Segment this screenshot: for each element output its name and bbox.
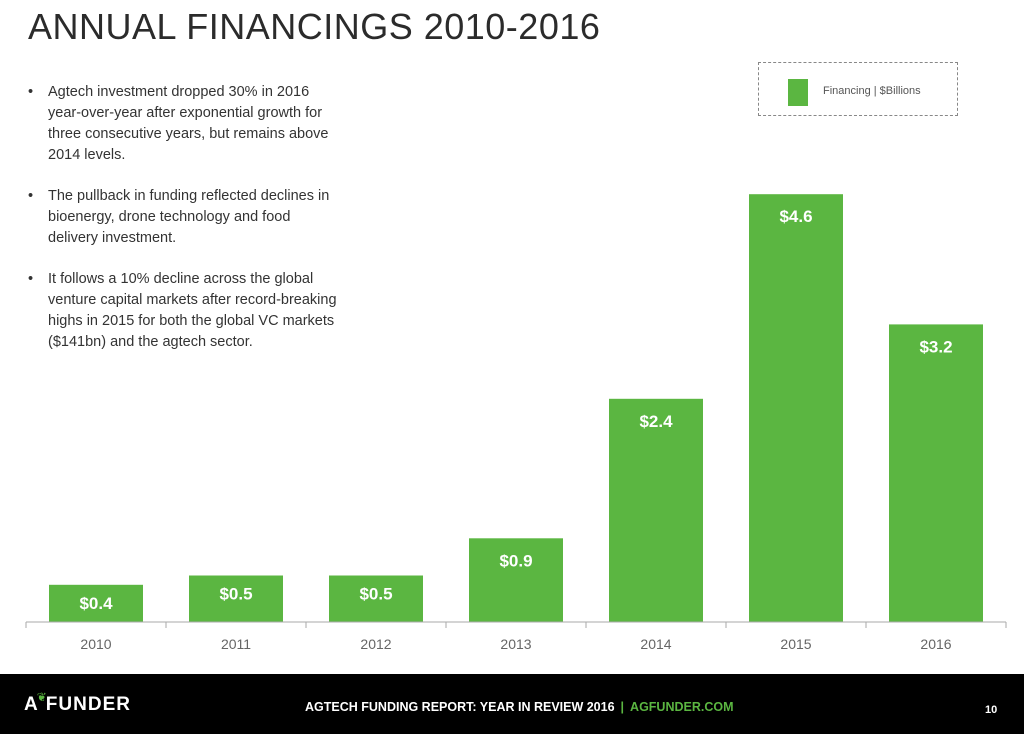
bullet-item: It follows a 10% decline across the glob…: [28, 269, 338, 353]
bar-2015: [749, 194, 843, 622]
report-title: AGTECH FUNDING REPORT: YEAR IN REVIEW 20…: [305, 700, 615, 714]
x-tick-2015: 2015: [780, 636, 811, 652]
bar-2010: [49, 584, 143, 622]
x-tick-2012: 2012: [360, 636, 391, 652]
data-label-2016: $3.2: [919, 337, 952, 356]
data-label-2013: $0.9: [499, 551, 532, 570]
bar-2013: [469, 538, 563, 622]
data-label-2010: $0.4: [79, 594, 113, 613]
footer-bar: A❦FUNDER AGTECH FUNDING REPORT: YEAR IN …: [0, 674, 1024, 734]
data-label-2015: $4.6: [779, 207, 812, 226]
bar-2014: [609, 398, 703, 622]
bullet-item: The pullback in funding reflected declin…: [28, 186, 338, 249]
legend-swatch: [788, 79, 808, 106]
bar-2016: [889, 324, 983, 622]
bullet-list: Agtech investment dropped 30% in 2016 ye…: [28, 82, 338, 373]
bullet-item: Agtech investment dropped 30% in 2016 ye…: [28, 82, 338, 166]
data-label-2012: $0.5: [359, 585, 392, 604]
chart-legend: Financing | $Billions: [758, 62, 958, 116]
legend-label: Financing | $Billions: [823, 85, 921, 97]
data-label-2014: $2.4: [639, 412, 673, 431]
x-tick-2010: 2010: [80, 636, 111, 652]
bar-2012: [329, 575, 423, 622]
data-label-2011: $0.5: [219, 585, 252, 604]
x-tick-2013: 2013: [500, 636, 531, 652]
page-title: ANNUAL FINANCINGS 2010-2016: [28, 6, 601, 47]
website-link[interactable]: AGFUNDER.COM: [630, 700, 734, 714]
x-tick-2014: 2014: [640, 636, 671, 652]
agfunder-logo: A❦FUNDER: [24, 690, 131, 715]
page-number: 10: [985, 704, 998, 716]
x-tick-2016: 2016: [920, 636, 951, 652]
footer-separator: |: [620, 700, 625, 714]
leaf-icon: ❦: [36, 690, 48, 704]
bar-2011: [189, 575, 283, 622]
bar-chart: $0.4 2010 $0.5 2011 $0.5 2012 $0.9 2013 $2.4 2014…: [25, 194, 1007, 652]
footer-caption: AGTECH FUNDING REPORT: YEAR IN REVIEW 20…: [305, 700, 734, 714]
x-tick-2011: 2011: [221, 636, 251, 652]
